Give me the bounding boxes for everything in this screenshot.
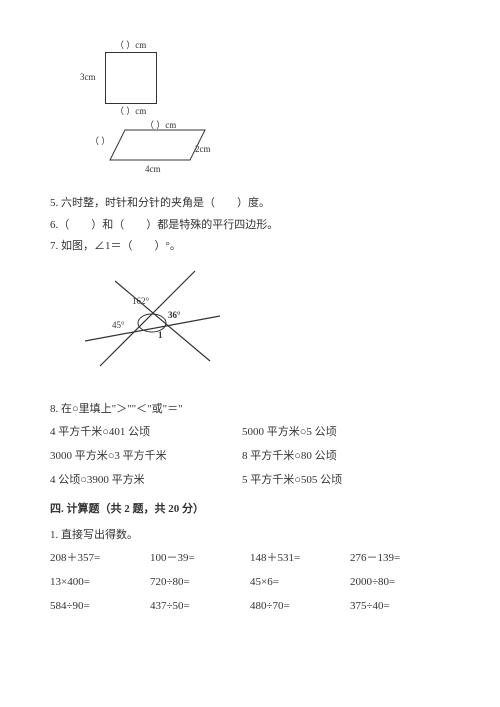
calc-item: 375÷40= — [350, 598, 450, 616]
compare-item: 5000 平方米○5 公顷 — [242, 424, 434, 442]
calc-item: 720÷80= — [150, 574, 250, 592]
question-8-title: 8. 在○里填上"＞""＜"或"＝" — [50, 401, 450, 419]
calc-item: 13×400= — [50, 574, 150, 592]
compare-item: 4 平方千米○401 公顷 — [50, 424, 242, 442]
parallelogram-figure: （ ）cm （ ） 2cm 4cm — [90, 120, 220, 175]
square-bottom-label: （ ）cm — [115, 104, 146, 118]
calc-row: 208＋357= 100－39= 148＋531= 276－139= — [50, 550, 450, 568]
calc-item: 148＋531= — [250, 550, 350, 568]
angle-diagram — [70, 266, 230, 376]
section-4-title: 四. 计算题（共 2 题，共 20 分） — [50, 501, 450, 519]
square-top-label: （ ）cm — [115, 38, 146, 52]
para-left-label: （ ） — [90, 134, 110, 148]
para-bottom-label: 4cm — [145, 162, 161, 176]
calc-item: 2000÷80= — [350, 574, 450, 592]
calc-1-title: 1. 直接写出得数。 — [50, 527, 450, 545]
compare-row: 3000 平方米○3 平方千米 8 平方千米○80 公顷 — [50, 448, 450, 466]
compare-item: 4 公顷○3900 平方米 — [50, 472, 242, 490]
calc-row: 584÷90= 437÷50= 480÷70= 375÷40= — [50, 598, 450, 616]
angle-45-label: 45° — [112, 318, 125, 332]
angle-figure: 162° 36° 45° 1 — [70, 266, 230, 376]
calc-item: 480÷70= — [250, 598, 350, 616]
calc-item: 208＋357= — [50, 550, 150, 568]
angle-36-label: 36° — [168, 308, 181, 322]
calc-item: 45×6= — [250, 574, 350, 592]
calc-item: 437÷50= — [150, 598, 250, 616]
calc-item: 100－39= — [150, 550, 250, 568]
compare-row: 4 公顷○3900 平方米 5 平方千米○505 公顷 — [50, 472, 450, 490]
compare-item: 3000 平方米○3 平方千米 — [50, 448, 242, 466]
calc-item: 584÷90= — [50, 598, 150, 616]
para-right-label: 2cm — [195, 142, 211, 156]
compare-item: 5 平方千米○505 公顷 — [242, 472, 434, 490]
question-5: 5. 六时整，时针和分针的夹角是（ ）度。 — [50, 195, 450, 213]
question-7: 7. 如图，∠1＝（ ）°。 — [50, 238, 450, 256]
calc-row: 13×400= 720÷80= 45×6= 2000÷80= — [50, 574, 450, 592]
compare-item: 8 平方千米○80 公顷 — [242, 448, 434, 466]
square-figure: （ ）cm 3cm （ ）cm — [80, 40, 160, 100]
question-6: 6.（ ）和（ ）都是特殊的平行四边形。 — [50, 217, 450, 235]
angle-162-label: 162° — [132, 294, 149, 308]
angle-1-label: 1 — [158, 328, 163, 342]
square-box — [105, 52, 157, 104]
compare-row: 4 平方千米○401 公顷 5000 平方米○5 公顷 — [50, 424, 450, 442]
square-left-label: 3cm — [80, 70, 96, 84]
calc-item: 276－139= — [350, 550, 450, 568]
